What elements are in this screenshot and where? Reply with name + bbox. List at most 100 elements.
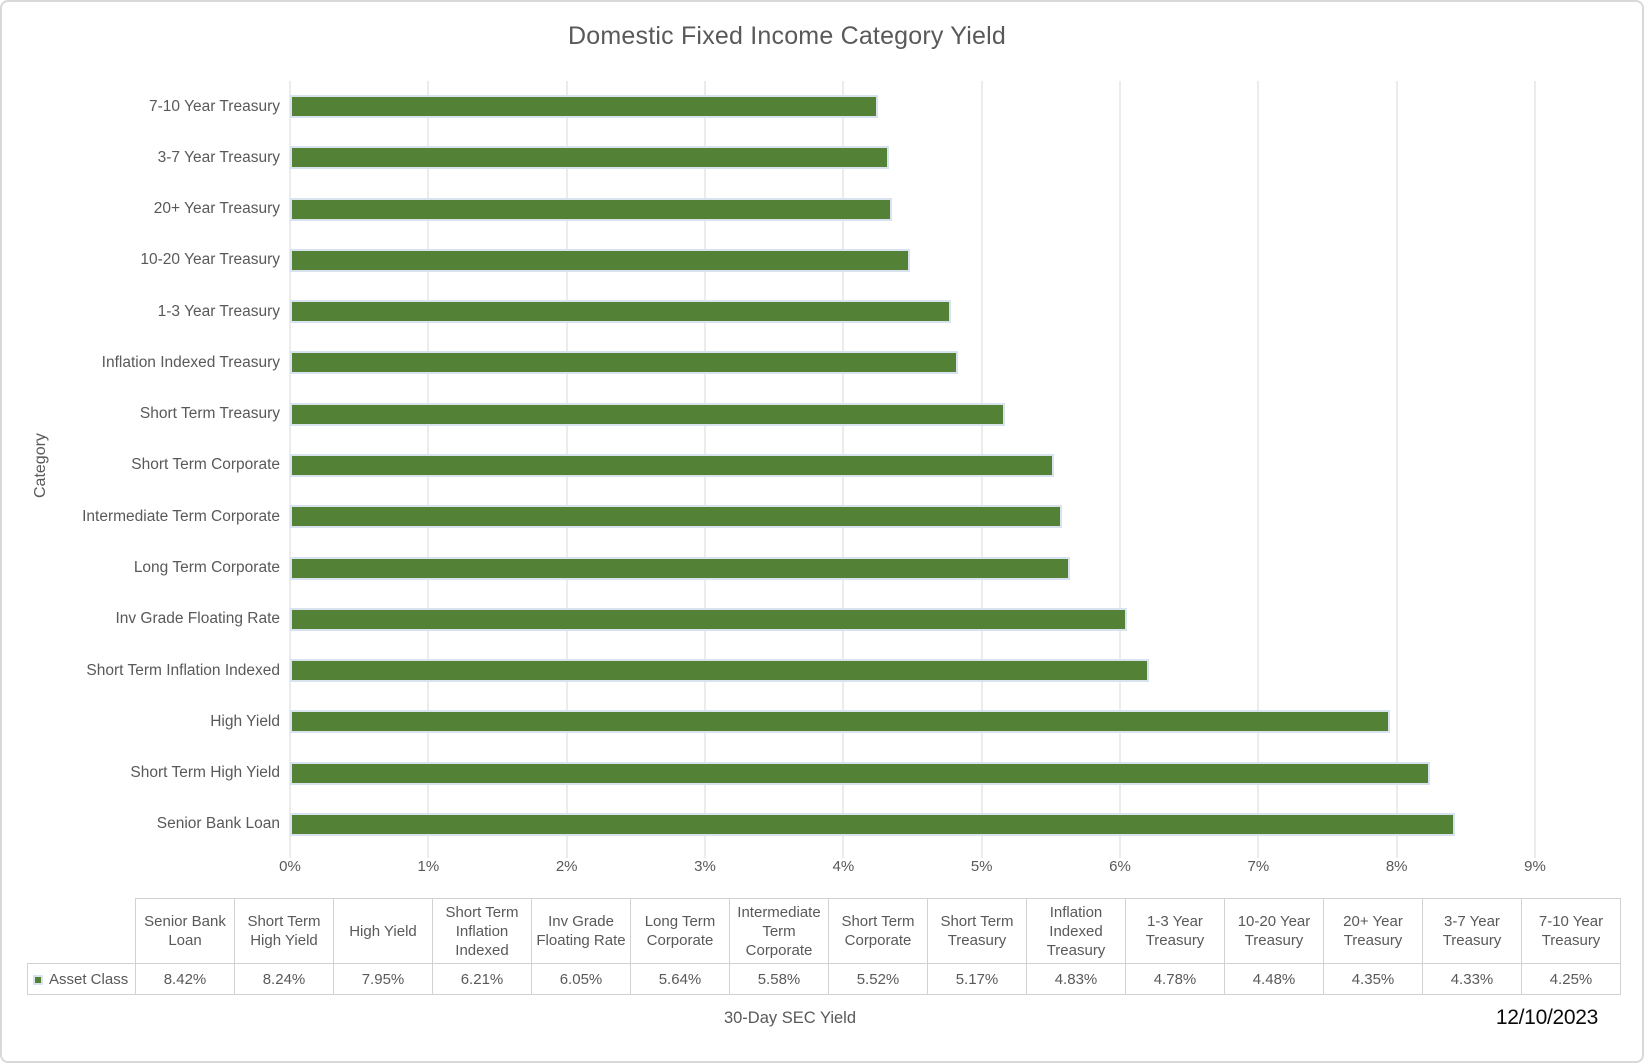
gridline-9% — [1534, 81, 1536, 858]
table-value-cell: 4.35% — [1323, 963, 1423, 995]
x-axis-tick-label: 2% — [555, 858, 578, 875]
data-table-header-row: Senior Bank Loan Short Term High Yield Hig… — [28, 898, 1621, 964]
bar-row — [290, 696, 1535, 747]
bar-row — [290, 542, 1535, 593]
bar-row — [290, 81, 1535, 132]
bar-row — [290, 337, 1535, 388]
bar-row — [290, 235, 1535, 286]
table-header-cell: Long Term Corporate — [630, 898, 730, 964]
category-label: Inflation Indexed Treasury — [101, 353, 280, 371]
table-header-cell: 20+ Year Treasury — [1323, 898, 1423, 964]
x-axis-tick-label: 9% — [1524, 858, 1546, 875]
x-axis-tick-labels: 0% 1% 2% 3% 4% 5% 6% 7% 8% 9% — [279, 858, 1546, 878]
table-value-cell: 4.83% — [1026, 963, 1126, 995]
bar-short-term-corporate — [290, 453, 1054, 477]
x-axis-tick-label: 4% — [832, 858, 855, 875]
table-header-cell: Senior Bank Loan — [135, 898, 235, 964]
bar-3-7-year-treasury — [290, 146, 889, 170]
x-axis-tick-label: 1% — [417, 858, 440, 875]
bar-7-10-year-treasury — [290, 95, 878, 119]
table-header-cell: 3-7 Year Treasury — [1422, 898, 1522, 964]
table-value-cell: 5.17% — [927, 963, 1027, 995]
bar-row — [290, 184, 1535, 235]
table-header-cell: 7-10 Year Treasury — [1521, 898, 1621, 964]
category-label: 1-3 Year Treasury — [157, 302, 280, 320]
x-axis-tick-label: 6% — [1109, 858, 1131, 875]
bar-10-20-year-treasury — [290, 248, 910, 272]
x-axis-tick-label: 8% — [1385, 858, 1408, 875]
gridline-7% — [1257, 81, 1259, 858]
table-header-cell: Short Term High Yield — [234, 898, 334, 964]
bar-row — [290, 747, 1535, 798]
category-label: High Yield — [210, 712, 280, 730]
category-label: Long Term Corporate — [133, 559, 280, 577]
gridline-6% — [1119, 81, 1121, 858]
bar-series — [290, 81, 1535, 850]
x-axis-tick-label: 3% — [694, 858, 716, 875]
table-header-cell: High Yield — [333, 898, 433, 964]
bar-senior-bank-loan — [290, 812, 1455, 836]
category-label: Intermediate Term Corporate — [82, 507, 280, 525]
bar-row — [290, 645, 1535, 696]
table-value-cell: 8.24% — [234, 963, 334, 995]
bar-intermediate-term-corporate — [290, 505, 1062, 529]
x-axis-tick-label: 0% — [279, 858, 301, 875]
x-axis-tick-label: 7% — [1247, 858, 1270, 875]
bar-row — [290, 594, 1535, 645]
x-axis-tick-label: 5% — [970, 858, 993, 875]
category-label: Short Term Treasury — [139, 405, 280, 423]
table-header-cell: Inflation Indexed Treasury — [1026, 898, 1126, 964]
table-header-cell: Intermediate Term Corporate — [729, 898, 829, 964]
bar-high-yield — [290, 710, 1390, 734]
table-value-cell: 6.05% — [531, 963, 631, 995]
category-label: Inv Grade Floating Rate — [115, 610, 280, 628]
table-header-cell: Inv Grade Floating Rate — [531, 898, 631, 964]
bar-short-term-treasury — [290, 402, 1006, 426]
table-header-cell: Short Term Inflation Indexed — [432, 898, 532, 964]
table-value-cell: 5.64% — [630, 963, 730, 995]
table-value-cell: 5.58% — [729, 963, 829, 995]
category-label: 7-10 Year Treasury — [149, 97, 280, 115]
legend-key-icon — [33, 974, 43, 985]
table-header-cell: Short Term Corporate — [828, 898, 928, 964]
bar-row — [290, 440, 1535, 491]
legend-cell: Asset Class — [27, 963, 136, 995]
table-header-cell: 1-3 Year Treasury — [1125, 898, 1225, 964]
bar-inv-grade-floating-rate — [290, 607, 1127, 631]
table-value-cell: 8.42% — [135, 963, 235, 995]
gridline-8% — [1396, 81, 1398, 858]
category-label: 10-20 Year Treasury — [140, 251, 280, 269]
category-label: Senior Bank Loan — [156, 815, 280, 833]
bar-row — [290, 389, 1535, 440]
table-value-cell: 6.21% — [432, 963, 532, 995]
bar-short-term-inflation-indexed — [290, 659, 1150, 683]
category-label: Short Term Inflation Indexed — [86, 661, 280, 679]
bar-row — [290, 799, 1535, 850]
bar-row — [290, 286, 1535, 337]
bar-row — [290, 132, 1535, 183]
legend-label: Asset Class — [49, 970, 129, 988]
data-table-blank-cell — [28, 899, 136, 964]
bar-1-3-year-treasury — [290, 300, 952, 324]
table-value-cell: 4.33% — [1422, 963, 1522, 995]
category-label: Short Term Corporate — [131, 456, 280, 474]
bar-long-term-corporate — [290, 556, 1071, 580]
table-header-cell: Short Term Treasury — [927, 898, 1027, 964]
report-date: 12/10/2023 — [1495, 1006, 1598, 1029]
table-value-cell: 4.25% — [1521, 963, 1621, 995]
bar-short-term-high-yield — [290, 761, 1430, 785]
x-axis-title: 30-Day SEC Yield — [723, 1009, 857, 1027]
chart-title: Domestic Fixed Income Category Yield — [568, 22, 1006, 50]
table-value-cell: 4.48% — [1224, 963, 1324, 995]
data-table-value-row: Asset Class 8.42% 8.24% 7.95% 6.21% 6.05% 5.6… — [27, 963, 1621, 995]
category-label: Short Term High Yield — [130, 764, 280, 782]
bar-inflation-indexed-treasury — [290, 351, 959, 375]
category-axis-labels: 7-10 Year Treasury 3-7 Year Treasury 20+ Y… — [2, 81, 280, 850]
table-value-cell: 4.78% — [1125, 963, 1225, 995]
bar-20-year-treasury — [290, 197, 892, 221]
table-value-cell: 7.95% — [333, 963, 433, 995]
table-header-cell: 10-20 Year Treasury — [1224, 898, 1324, 964]
data-table: Senior Bank Loan Short Term High Yield Hig… — [27, 898, 1621, 995]
table-value-cell: 5.52% — [828, 963, 928, 995]
